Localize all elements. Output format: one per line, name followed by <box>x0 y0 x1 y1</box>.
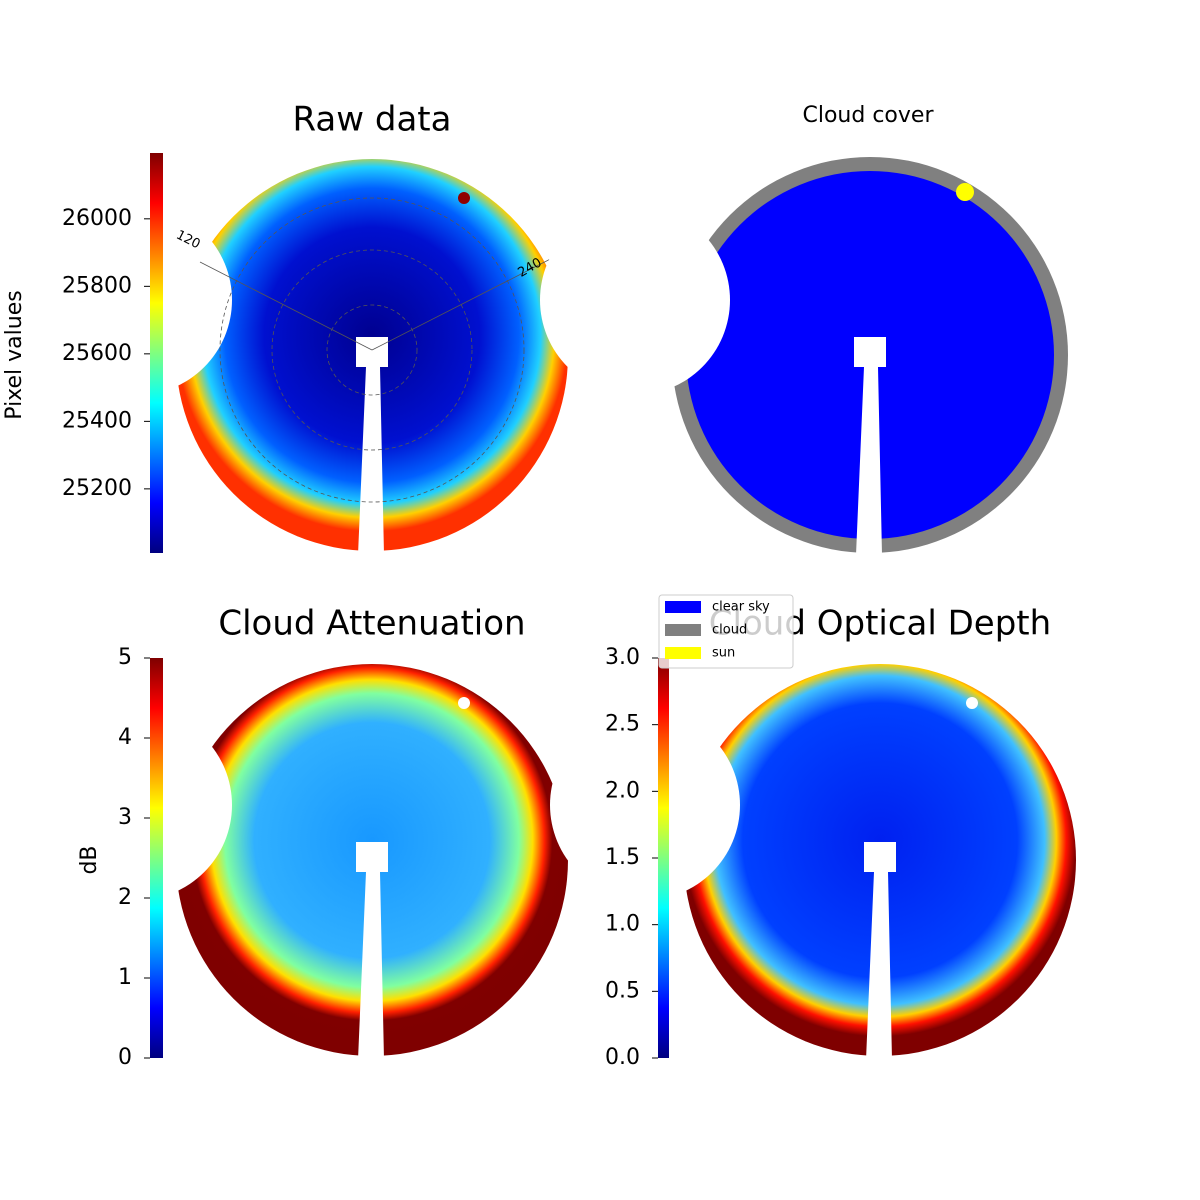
colorbar-tick-label: 2.0 <box>605 778 640 803</box>
colorbar-tick-label: 25400 <box>62 408 132 433</box>
mast <box>854 337 886 555</box>
panel-title: Cloud cover <box>803 103 935 128</box>
polar-grid <box>271 249 473 451</box>
colorbar-label: dB <box>77 845 102 874</box>
colorbar-tick-label: 2.5 <box>605 712 640 737</box>
legend-label: cloud <box>712 623 747 638</box>
legend-label: clear sky <box>712 600 770 615</box>
polar-spoke <box>199 261 373 351</box>
colorbar-tick-label: 25800 <box>62 273 132 298</box>
mast <box>356 337 388 555</box>
colorbar-tick-label: 5 <box>118 645 132 670</box>
colorbar-tick-label: 3 <box>118 805 132 830</box>
panel-title: Raw data <box>293 100 452 140</box>
colorbar-tick-label: 26000 <box>62 206 132 231</box>
sun-region <box>956 183 974 201</box>
panel-title: Cloud Attenuation <box>218 604 525 644</box>
colorbar-tick-label: 1.5 <box>605 845 640 870</box>
colorbar-tick-label: 25600 <box>62 341 132 366</box>
horizon-cut <box>550 710 740 900</box>
legend-swatch <box>665 624 701 636</box>
colorbar-tick-label: 25200 <box>62 476 132 501</box>
colorbar <box>150 658 163 1058</box>
mast <box>864 842 896 1060</box>
sun-mask <box>458 697 470 709</box>
polar-spoke <box>371 247 573 351</box>
colorbar-label: Pixel values <box>2 290 27 419</box>
colorbar-tick-label: 2 <box>118 885 132 910</box>
horizon-cut <box>42 710 232 900</box>
horizon-cut <box>42 205 232 395</box>
colorbar-tick-label: 0.5 <box>605 978 640 1003</box>
colorbar <box>658 658 669 1058</box>
polar-grid <box>219 197 525 503</box>
colorbar-tick-label: 3.0 <box>605 645 640 670</box>
colorbar-tick-label: 4 <box>118 725 132 750</box>
mast <box>356 842 388 1060</box>
colorbar-tick-label: 1 <box>118 965 132 990</box>
polar-grid <box>326 304 418 396</box>
colorbar-tick-label: 1.0 <box>605 912 640 937</box>
legend-swatch <box>665 647 701 659</box>
legend-label: sun <box>712 646 735 661</box>
sun-mask <box>458 192 470 204</box>
legend-swatch <box>665 601 701 613</box>
sun-mask <box>966 697 978 709</box>
colorbar <box>150 153 163 553</box>
colorbar-tick-label: 0 <box>118 1045 132 1070</box>
horizon-cut <box>540 205 730 395</box>
colorbar-tick-label: 0.0 <box>605 1045 640 1070</box>
